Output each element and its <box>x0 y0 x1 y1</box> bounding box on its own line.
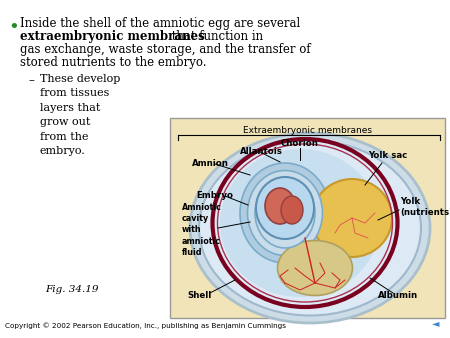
Text: These develop
from tissues
layers that
grow out
from the
embryo.: These develop from tissues layers that g… <box>40 74 121 156</box>
Text: ◄: ◄ <box>432 318 440 328</box>
Ellipse shape <box>281 196 303 224</box>
Text: Fig. 34.19: Fig. 34.19 <box>45 285 99 294</box>
Ellipse shape <box>240 163 330 263</box>
Ellipse shape <box>278 241 352 295</box>
Ellipse shape <box>190 133 430 323</box>
Ellipse shape <box>265 188 295 224</box>
Text: –: – <box>28 74 34 87</box>
Ellipse shape <box>312 179 392 257</box>
Text: Chorion: Chorion <box>281 139 319 147</box>
Text: extraembryonic membranes: extraembryonic membranes <box>20 30 205 43</box>
Text: Copyright © 2002 Pearson Education, Inc., publishing as Benjamin Cummings: Copyright © 2002 Pearson Education, Inc.… <box>5 322 286 329</box>
Text: Extraembryonic membranes: Extraembryonic membranes <box>243 126 372 135</box>
Text: stored nutrients to the embryo.: stored nutrients to the embryo. <box>20 56 207 69</box>
Ellipse shape <box>199 141 421 315</box>
Text: Amniotic
cavity
with
amniotic
fluid: Amniotic cavity with amniotic fluid <box>182 203 222 257</box>
Text: gas exchange, waste storage, and the transfer of: gas exchange, waste storage, and the tra… <box>20 43 310 56</box>
Text: Embryo: Embryo <box>196 192 233 200</box>
Text: Yolk sac: Yolk sac <box>369 151 408 161</box>
Text: Inside the shell of the amniotic egg are several: Inside the shell of the amniotic egg are… <box>20 17 300 30</box>
Text: Yolk
(nutrients): Yolk (nutrients) <box>400 197 450 217</box>
Ellipse shape <box>220 149 380 297</box>
Text: Allantois: Allantois <box>240 147 283 156</box>
Ellipse shape <box>256 177 314 239</box>
Ellipse shape <box>255 178 315 248</box>
Text: Albumin: Albumin <box>378 291 418 300</box>
Text: that function in: that function in <box>168 30 263 43</box>
Text: Amnion: Amnion <box>192 160 229 169</box>
Text: •: • <box>8 18 19 36</box>
FancyBboxPatch shape <box>170 118 445 318</box>
Text: Shell: Shell <box>188 291 212 300</box>
Ellipse shape <box>248 170 323 256</box>
